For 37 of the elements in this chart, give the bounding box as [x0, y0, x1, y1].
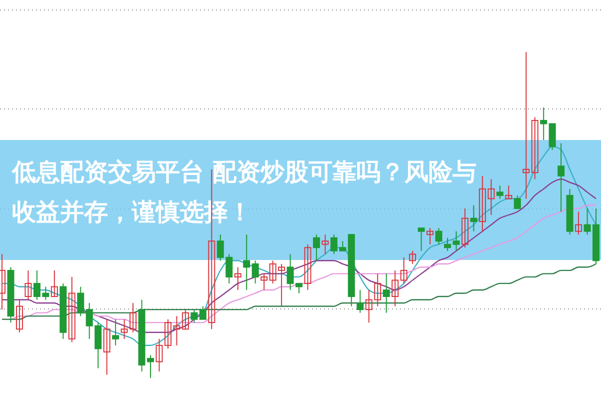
candlestick	[322, 234, 329, 255]
candlestick	[356, 289, 364, 314]
candlestick	[470, 204, 478, 232]
candlestick	[400, 256, 408, 284]
candlestick	[304, 244, 312, 290]
candlestick	[531, 116, 538, 180]
candlestick	[24, 270, 32, 300]
candlestick	[50, 270, 58, 297]
candlestick	[426, 228, 434, 245]
candlestick	[243, 234, 250, 290]
candlestick	[312, 234, 320, 262]
candlestick	[409, 250, 416, 264]
candlestick	[505, 185, 512, 200]
candlestick	[575, 211, 582, 236]
candlestick	[234, 266, 242, 290]
candlestick	[199, 306, 206, 320]
candlestick	[112, 318, 120, 346]
candlestick	[435, 228, 442, 245]
candlestick	[418, 228, 425, 252]
candlestick	[182, 309, 189, 330]
candlestick	[392, 270, 399, 307]
candlestick	[16, 299, 23, 333]
candlestick	[156, 338, 163, 372]
candlestick	[522, 52, 530, 200]
candlestick	[190, 309, 198, 324]
candlestick	[103, 318, 110, 376]
candlestick	[514, 194, 521, 209]
candlestick	[252, 260, 259, 284]
candlestick	[540, 106, 548, 141]
candlestick	[77, 286, 84, 317]
candlestick	[68, 276, 76, 343]
candlestick	[558, 142, 565, 212]
candlestick	[260, 273, 268, 290]
candlestick	[461, 208, 468, 248]
candlestick	[496, 185, 504, 200]
candlestick	[382, 273, 390, 314]
candlestick	[548, 123, 556, 150]
